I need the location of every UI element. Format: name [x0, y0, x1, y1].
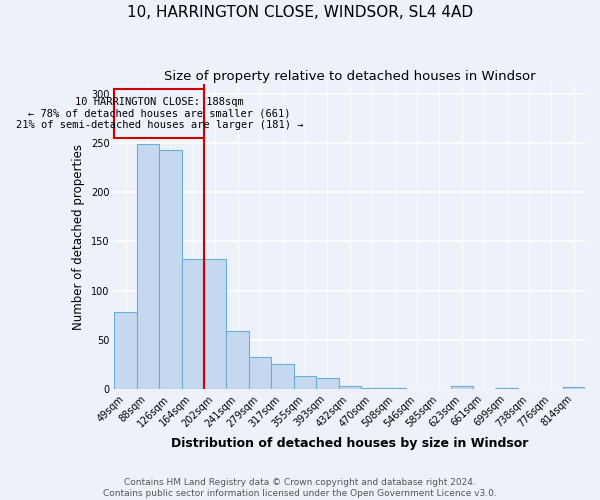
Bar — [137, 144, 159, 389]
Bar — [451, 386, 473, 389]
Bar — [204, 259, 226, 389]
X-axis label: Distribution of detached houses by size in Windsor: Distribution of detached houses by size … — [171, 437, 529, 450]
Bar — [383, 388, 406, 389]
Bar — [361, 388, 383, 389]
Text: 10, HARRINGTON CLOSE, WINDSOR, SL4 4AD: 10, HARRINGTON CLOSE, WINDSOR, SL4 4AD — [127, 5, 473, 20]
Bar — [115, 312, 137, 389]
Bar — [294, 376, 316, 389]
FancyBboxPatch shape — [115, 89, 204, 138]
Text: Contains HM Land Registry data © Crown copyright and database right 2024.
Contai: Contains HM Land Registry data © Crown c… — [103, 478, 497, 498]
Bar — [563, 387, 585, 389]
Bar — [496, 388, 518, 389]
Bar — [271, 364, 294, 389]
Text: 10 HARRINGTON CLOSE: 188sqm
← 78% of detached houses are smaller (661)
21% of se: 10 HARRINGTON CLOSE: 188sqm ← 78% of det… — [16, 97, 303, 130]
Y-axis label: Number of detached properties: Number of detached properties — [73, 144, 85, 330]
Bar — [338, 386, 361, 389]
Bar — [182, 259, 204, 389]
Bar — [226, 331, 249, 389]
Bar — [249, 358, 271, 389]
Title: Size of property relative to detached houses in Windsor: Size of property relative to detached ho… — [164, 70, 536, 83]
Bar — [316, 378, 338, 389]
Bar — [159, 150, 182, 389]
